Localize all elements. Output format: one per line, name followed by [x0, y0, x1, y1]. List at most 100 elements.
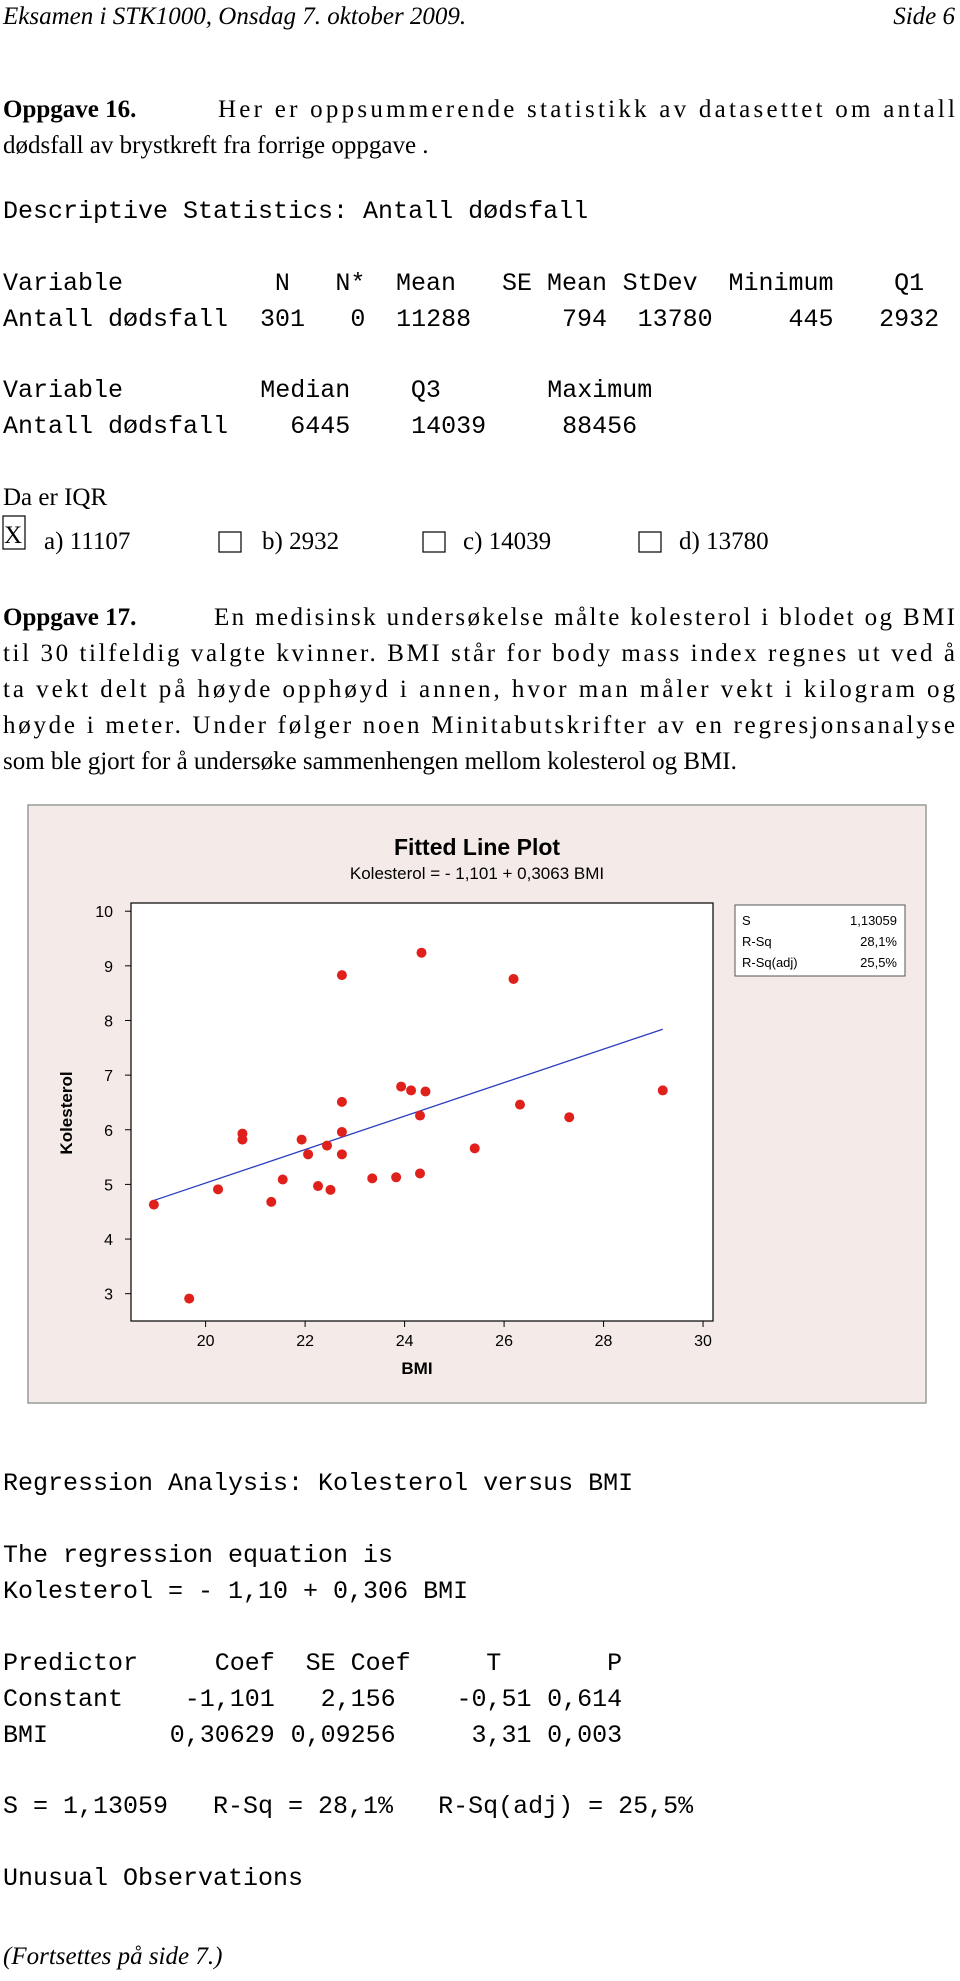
mono-cell: Predictor: [3, 1649, 138, 1678]
x-tick-label: 24: [396, 1333, 414, 1350]
y-tick-label: 3: [104, 1287, 113, 1304]
point: [313, 1181, 324, 1192]
mono-cell: Median: [260, 376, 350, 405]
mono-title: Descriptive Statistics: Antall dødsfall: [3, 197, 588, 226]
mono-cell: Antall dødsfall: [3, 305, 228, 334]
point: [367, 1173, 378, 1184]
point: [237, 1134, 248, 1145]
point: [336, 970, 347, 981]
x-tick-label: 28: [595, 1333, 613, 1350]
point: [657, 1085, 668, 1096]
point: [277, 1174, 288, 1185]
option: c) 14039: [463, 528, 551, 555]
task-text: En medisinsk undersøkelse målte kolester…: [214, 604, 955, 631]
point: [303, 1149, 314, 1160]
point: [406, 1085, 417, 1096]
mono-cell: 2,156: [321, 1685, 396, 1714]
stat-label: R-Sq(adj): [742, 955, 798, 970]
mono-cell: Antall dødsfall: [3, 412, 228, 441]
point: [336, 1096, 347, 1107]
mono-cell: 0,09256: [291, 1721, 396, 1750]
mono-cell: Minimum: [728, 269, 833, 298]
y-tick-label: 6: [104, 1123, 113, 1140]
point: [266, 1196, 277, 1207]
mono-cell: StDev: [623, 269, 698, 298]
mono-cell: T: [486, 1649, 501, 1678]
mono-cell: SE Coef: [306, 1649, 411, 1678]
y-tick-label: 10: [95, 904, 113, 921]
point: [469, 1143, 480, 1154]
stat-value: 25,5%: [860, 955, 897, 970]
mono-cell: Q1: [894, 269, 924, 298]
option: d) 13780: [679, 528, 769, 555]
y-tick-label: 7: [104, 1068, 113, 1085]
x-axis-label: BMI: [401, 1359, 432, 1378]
task-text: som ble gjort for å undersøke sammenheng…: [3, 748, 737, 775]
mono-cell: 6445: [290, 412, 350, 441]
task-label: Oppgave 16.: [3, 96, 136, 123]
stat-value: 1,13059: [850, 913, 897, 928]
point: [184, 1293, 195, 1304]
mono-cell: 0,003: [547, 1721, 622, 1750]
mono-cell: 11288: [396, 305, 471, 334]
task-text: dødsfall av brystkreft fra forrige oppga…: [3, 132, 429, 159]
checkbox: [638, 531, 662, 553]
x-tick-label: 26: [495, 1333, 513, 1350]
y-tick-label: 9: [104, 959, 113, 976]
chart-title: Fitted Line Plot: [394, 834, 560, 860]
question-text: Da er IQR: [3, 484, 107, 511]
mono-cell: 0,614: [547, 1685, 622, 1714]
point: [514, 1099, 525, 1110]
task-text: Her er oppsummerende statistikk av datas…: [218, 96, 955, 123]
point: [415, 1168, 426, 1179]
header-left: Eksamen i STK1000, Onsdag 7. oktober 200…: [2, 3, 466, 30]
point: [321, 1140, 332, 1151]
y-tick-label: 5: [104, 1177, 113, 1194]
point: [213, 1184, 224, 1195]
point: [336, 1126, 347, 1137]
x-tick-label: 20: [197, 1333, 215, 1350]
mono-text: Kolesterol = - 1,10 + 0,306 BMI: [3, 1577, 468, 1606]
fit-line: [153, 1028, 663, 1202]
task-text: høyde i meter. Under følger noen Minitab…: [3, 712, 955, 739]
mono-cell: Variable: [3, 376, 123, 405]
mono-cell: Q3: [411, 376, 441, 405]
mono-cell: 88456: [562, 412, 637, 441]
mono-cell: Mean: [396, 269, 456, 298]
mono-title: Regression Analysis: Kolesterol versus B…: [3, 1469, 633, 1498]
footer: (Fortsettes på side 7.): [3, 1943, 222, 1970]
mono-cell: 445: [788, 305, 833, 334]
mono-cell: Maximum: [547, 376, 652, 405]
mono-text: Unusual Observations: [3, 1864, 303, 1893]
header-right: Side 6: [893, 3, 955, 30]
y-tick-label: 8: [104, 1013, 113, 1030]
mono-cell: 2932: [879, 305, 939, 334]
mono-cell: 13780: [638, 305, 713, 334]
mono-cell: SE Mean: [502, 269, 607, 298]
stat-value: 28,1%: [860, 934, 897, 949]
mono-cell: 3,31: [471, 1721, 531, 1750]
point: [508, 973, 519, 984]
stat-label: S: [742, 913, 751, 928]
point: [336, 1149, 347, 1160]
point: [420, 1086, 431, 1097]
point: [396, 1081, 407, 1092]
mono-cell: N: [275, 269, 290, 298]
stats-box: [734, 904, 906, 977]
checkbox: [218, 531, 242, 553]
mono-cell: Constant: [3, 1685, 123, 1714]
mono-cell: 0: [350, 305, 365, 334]
point: [415, 1110, 426, 1121]
mono-cell: 301: [260, 305, 305, 334]
point: [148, 1199, 159, 1210]
mono-cell: 794: [562, 305, 607, 334]
option: a) 11107: [44, 528, 130, 555]
point: [416, 947, 427, 958]
checkbox: [2, 515, 26, 550]
mono-cell: 14039: [411, 412, 486, 441]
point: [296, 1134, 307, 1145]
y-axis-label: Kolesterol: [57, 1071, 76, 1154]
mono-cell: -1,101: [185, 1685, 275, 1714]
mono-cell: N*: [335, 269, 365, 298]
option: b) 2932: [262, 528, 339, 555]
